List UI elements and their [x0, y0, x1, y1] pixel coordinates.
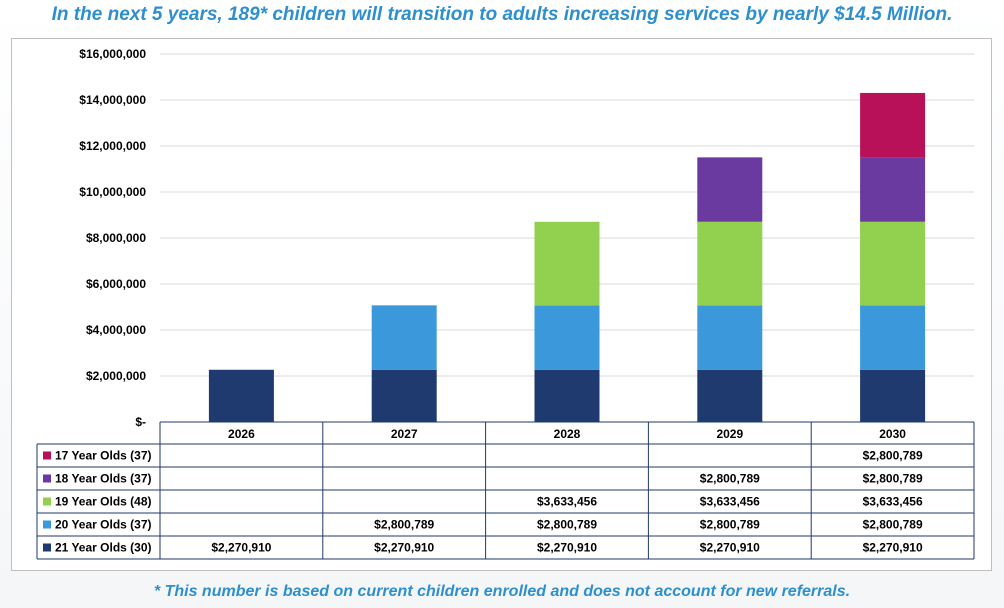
chart-headline: In the next 5 years, 189* children will …: [51, 4, 953, 25]
data-label: $2,270,910: [537, 541, 597, 555]
chart-frame: [11, 38, 992, 571]
legend-label: 21 Year Olds (30): [55, 541, 152, 555]
bar-segment: [860, 305, 926, 370]
legend-swatch: [43, 474, 51, 483]
legend-label: 19 Year Olds (48): [55, 495, 152, 509]
data-label: $3,633,456: [537, 495, 597, 509]
bar-segment: [371, 369, 437, 422]
data-label: $2,270,910: [863, 541, 923, 555]
legend-label: 18 Year Olds (37): [55, 472, 152, 486]
bar-segment: [208, 369, 274, 422]
data-label: $2,800,789: [537, 518, 597, 532]
bar-segment: [534, 221, 600, 306]
y-tick-label: $16,000,000: [79, 47, 146, 61]
bar-segment: [534, 369, 600, 422]
data-label: $2,800,789: [863, 518, 923, 532]
data-label: $2,800,789: [700, 518, 760, 532]
bar-segment: [697, 157, 763, 222]
bar-segment: [860, 157, 926, 222]
data-label: $2,800,789: [700, 472, 760, 486]
y-tick-label: $14,000,000: [79, 93, 146, 107]
bar-segment: [860, 92, 926, 158]
data-label: $2,270,910: [700, 541, 760, 555]
legend-label: 20 Year Olds (37): [55, 518, 152, 532]
y-tick-label: $12,000,000: [79, 139, 146, 153]
bar-segment: [860, 369, 926, 422]
y-tick-label: $4,000,000: [86, 323, 146, 337]
bar-segment: [697, 221, 763, 306]
legend-swatch: [43, 497, 51, 506]
legend-label: 17 Year Olds (37): [55, 449, 152, 463]
data-label: $2,800,789: [863, 449, 923, 463]
data-label: $3,633,456: [700, 495, 760, 509]
x-category-label: 2028: [554, 427, 581, 441]
legend-swatch: [43, 543, 51, 552]
bar-segment: [697, 369, 763, 422]
x-category-label: 2026: [228, 427, 255, 441]
data-label: $3,633,456: [863, 495, 923, 509]
bar-segment: [534, 305, 600, 370]
x-category-label: 2027: [391, 427, 418, 441]
x-category-label: 2030: [879, 427, 906, 441]
data-label: $2,800,789: [863, 472, 923, 486]
legend-swatch: [43, 451, 51, 460]
y-tick-label: $10,000,000: [79, 185, 146, 199]
bar-segment: [860, 221, 926, 306]
data-label: $2,800,789: [374, 518, 434, 532]
data-label: $2,270,910: [374, 541, 434, 555]
y-tick-label: $8,000,000: [86, 231, 146, 245]
y-tick-label: $2,000,000: [86, 369, 146, 383]
y-tick-label: $-: [135, 415, 146, 429]
data-label: $2,270,910: [211, 541, 271, 555]
chart-footnote: * This number is based on current childr…: [153, 583, 851, 600]
x-category-label: 2029: [716, 427, 743, 441]
bar-segment: [371, 305, 437, 370]
y-tick-label: $6,000,000: [86, 277, 146, 291]
bar-segment: [697, 305, 763, 370]
legend-swatch: [43, 520, 51, 529]
